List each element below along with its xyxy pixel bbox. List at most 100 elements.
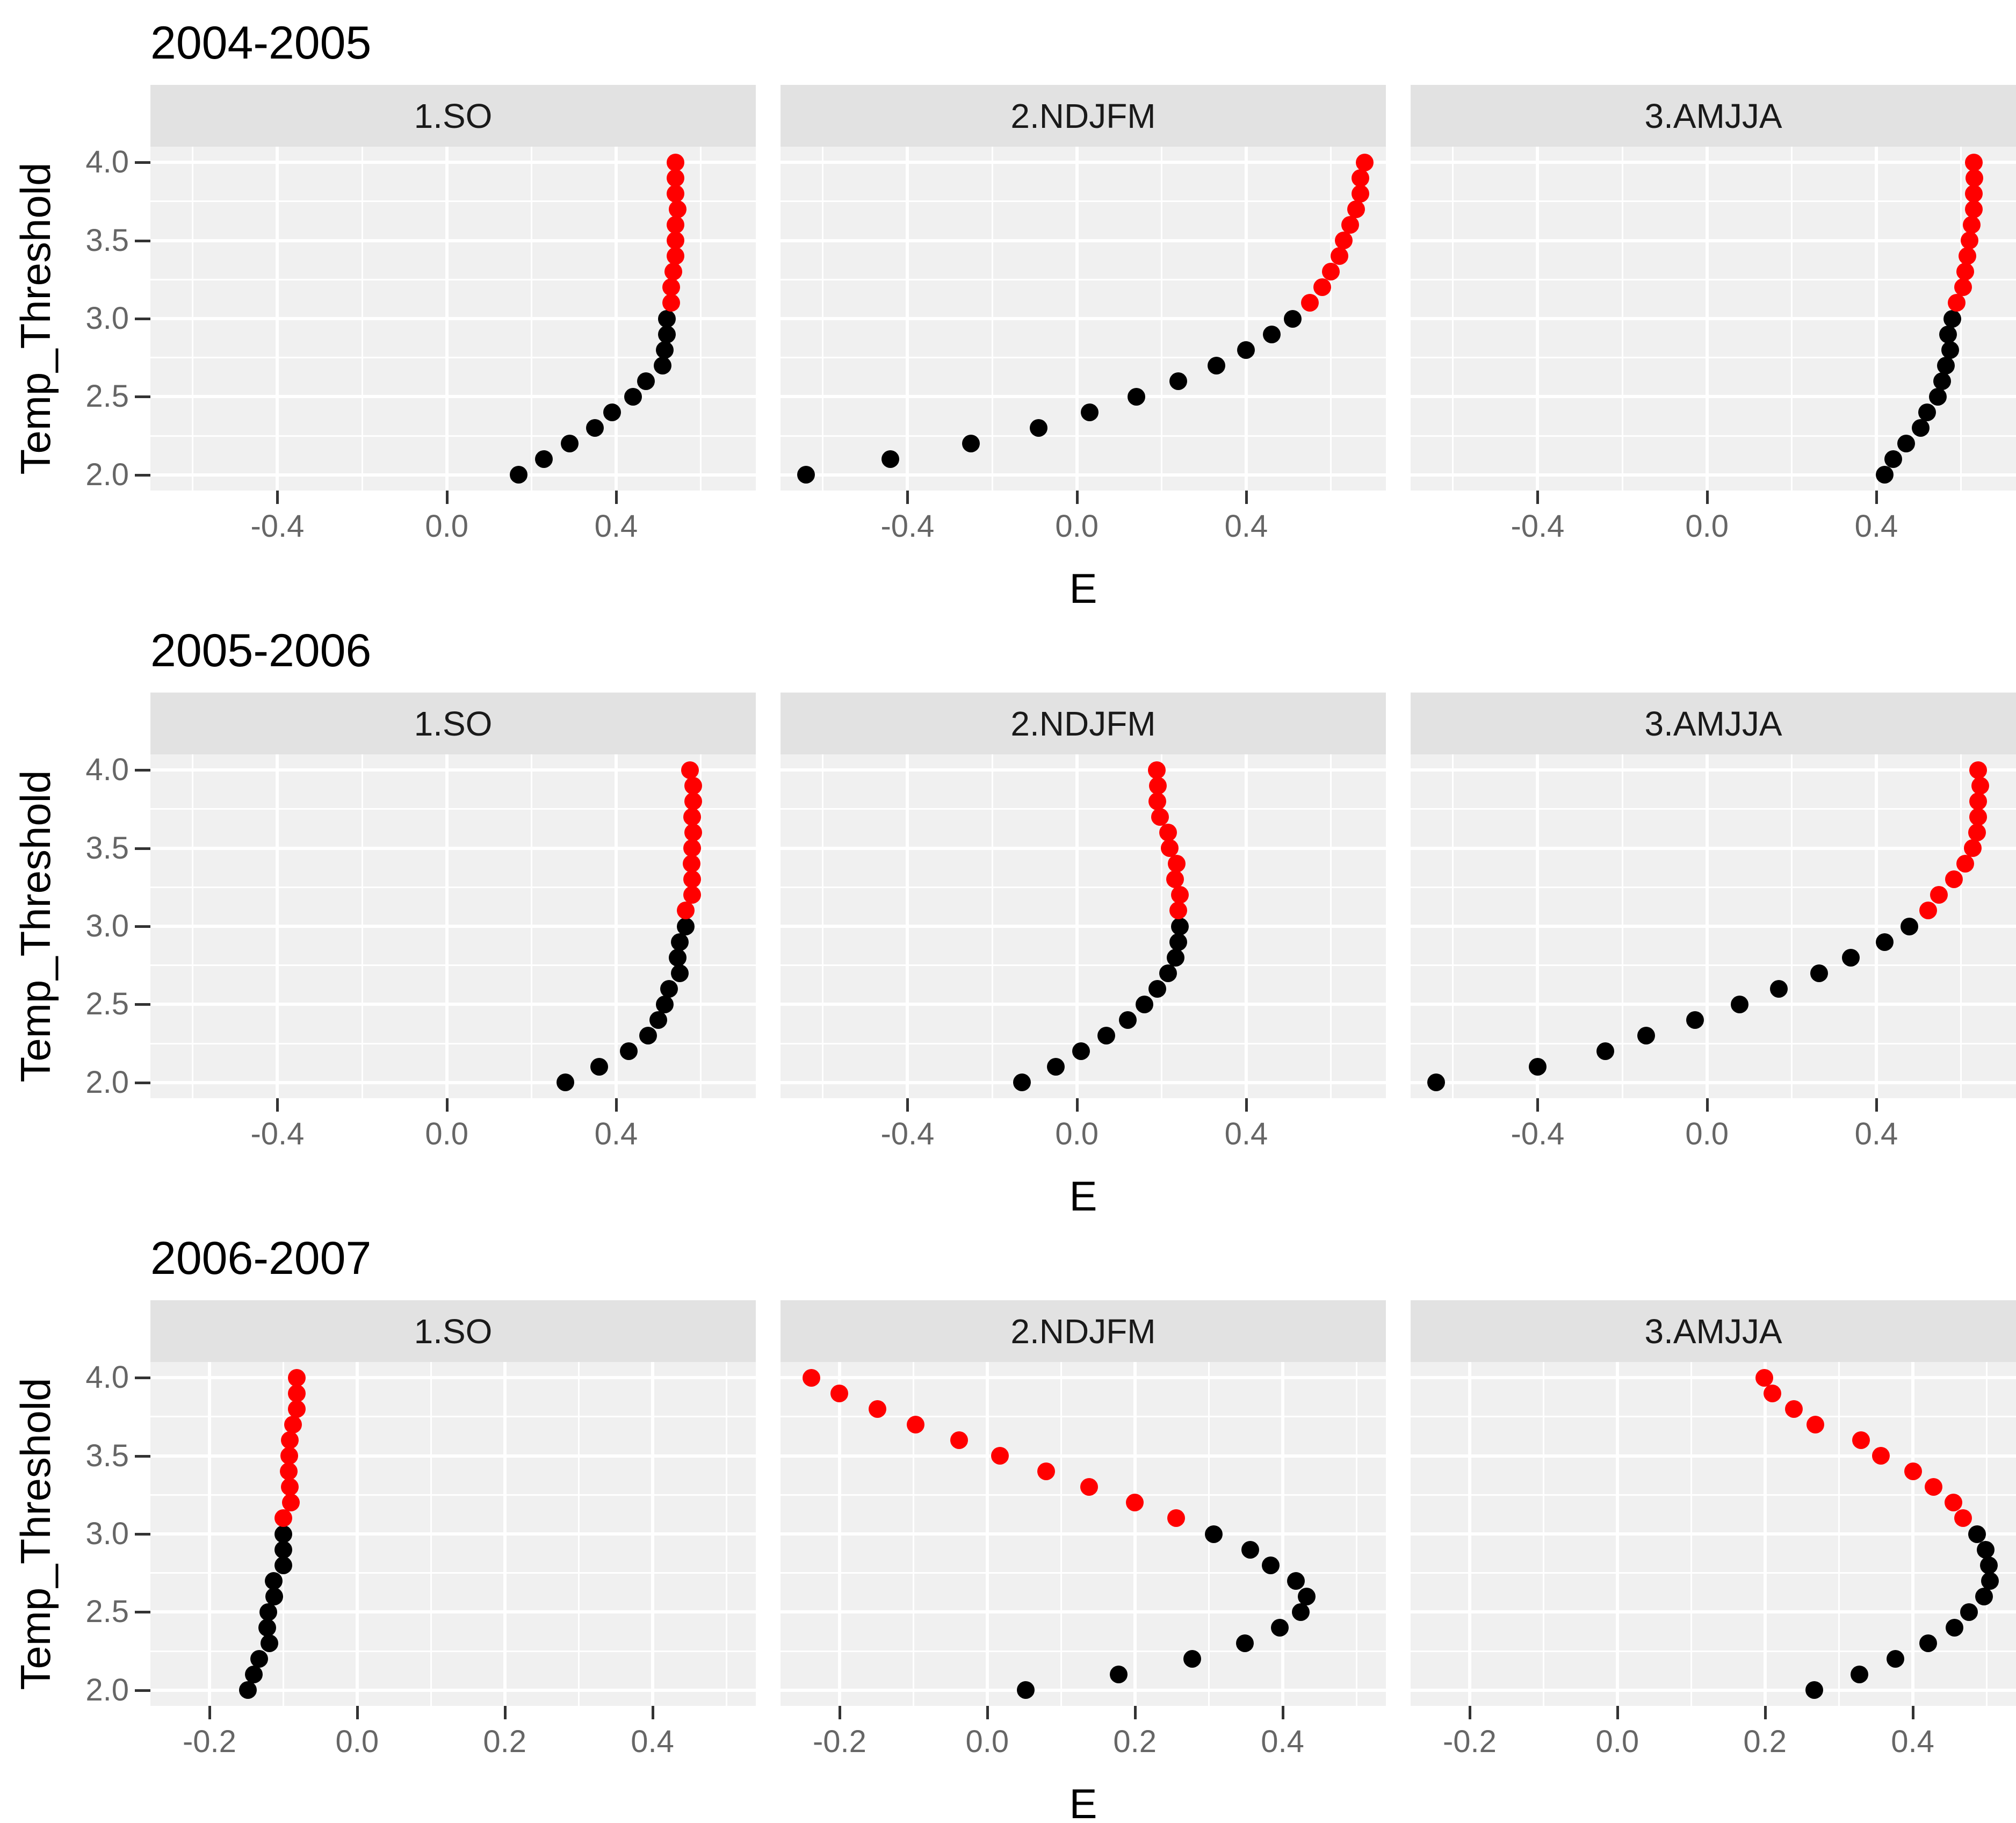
gridline-major-horizontal <box>1411 1454 2016 1458</box>
data-point <box>683 839 702 858</box>
x-tick-mark <box>651 1706 654 1719</box>
data-point <box>1168 855 1186 873</box>
gridline-minor-horizontal <box>1411 1651 2016 1652</box>
data-point <box>1241 1540 1259 1559</box>
data-point <box>535 450 553 469</box>
gridline-major-horizontal <box>150 317 756 320</box>
data-point <box>1170 886 1189 904</box>
x-tick-mark <box>1911 1706 1914 1719</box>
gridline-major-horizontal <box>150 1610 756 1613</box>
data-point <box>1300 294 1319 312</box>
facet-strip: 2.NDJFM <box>781 693 1386 754</box>
gridline-major-horizontal <box>150 768 756 772</box>
data-point <box>1944 1494 1962 1512</box>
x-tick-label: 0.0 <box>1055 1116 1099 1151</box>
gridline-minor-horizontal <box>781 357 1386 358</box>
data-point <box>1784 1400 1803 1418</box>
y-tick-label: 2.5 <box>85 379 129 414</box>
gridline-major-horizontal <box>150 1376 756 1379</box>
data-point <box>1918 403 1936 422</box>
gridline-major-horizontal <box>781 768 1386 772</box>
facet-strip-label: 3.AMJJA <box>1644 1312 1782 1351</box>
gridline-minor-horizontal <box>1411 964 2016 966</box>
x-tick-mark <box>445 1098 449 1112</box>
x-tick-label: 0.0 <box>1685 1116 1729 1151</box>
data-point <box>1810 964 1829 982</box>
data-point <box>1148 979 1166 998</box>
data-point <box>668 200 687 218</box>
x-tick-label: 0.4 <box>1854 509 1898 544</box>
x-tick-mark <box>615 1098 618 1112</box>
data-point <box>1356 153 1374 171</box>
data-point <box>868 1400 886 1418</box>
y-tick-label: 2.0 <box>85 1672 129 1707</box>
y-tick-mark <box>135 1611 150 1614</box>
data-point <box>1964 200 1983 218</box>
y-tick-label: 3.0 <box>85 301 129 336</box>
x-tick-label: 0.0 <box>425 1116 468 1151</box>
gridline-major-horizontal <box>1411 395 2016 398</box>
data-point <box>1763 1384 1781 1402</box>
plot-row: 2005-2006 Temp_Threshold 2.0 2.5 3.0 3.5 4.0 1.… <box>0 608 2016 1219</box>
gridline-minor-horizontal <box>150 1043 756 1044</box>
data-point <box>1981 1572 1999 1590</box>
y-tick-mark <box>135 1454 150 1458</box>
data-point <box>239 1681 257 1699</box>
data-point <box>1072 1042 1090 1061</box>
data-point <box>682 855 700 873</box>
plot-panel <box>1411 1362 2016 1706</box>
y-tick-label: 2.0 <box>85 457 129 492</box>
data-point <box>1637 1027 1656 1045</box>
gridline-minor-horizontal <box>781 1416 1386 1417</box>
gridline-minor-horizontal <box>150 1572 756 1574</box>
data-point <box>662 278 680 297</box>
data-point <box>1958 247 1976 265</box>
data-point <box>1159 964 1177 982</box>
x-tick-mark <box>1536 491 1540 504</box>
data-point <box>1842 948 1860 967</box>
data-point <box>657 325 676 343</box>
plot-panel <box>781 1362 1386 1706</box>
gridline-major-horizontal <box>781 1689 1386 1692</box>
x-tick-mark <box>503 1706 507 1719</box>
y-tick-mark <box>135 769 150 772</box>
data-point <box>1170 917 1189 935</box>
data-point <box>1930 886 1948 904</box>
y-tick-label: 3.5 <box>85 222 129 258</box>
gridline-major-horizontal <box>1411 1376 2016 1379</box>
data-point <box>1208 356 1226 374</box>
data-point <box>250 1650 268 1668</box>
data-point <box>281 1494 300 1512</box>
gridline-minor-horizontal <box>150 1494 756 1496</box>
data-point <box>1262 325 1281 343</box>
data-point <box>1941 341 1960 359</box>
gridline-major-horizontal <box>1411 925 2016 928</box>
x-tick-mark <box>445 491 449 504</box>
facet-strip-label: 3.AMJJA <box>1644 96 1782 135</box>
data-point <box>662 294 680 312</box>
y-tick-mark <box>135 161 150 164</box>
data-point <box>624 387 642 406</box>
x-tick-mark <box>208 1706 211 1719</box>
data-point <box>1912 419 1930 437</box>
row-title: 2005-2006 <box>150 625 372 676</box>
plot-panel <box>1411 147 2016 491</box>
data-point <box>1080 403 1099 422</box>
facet-strip: 3.AMJJA <box>1411 1300 2016 1362</box>
gridline-major-horizontal <box>781 847 1386 850</box>
gridline-major-horizontal <box>150 1532 756 1536</box>
data-point <box>1884 450 1902 469</box>
facet-strip: 2.NDJFM <box>781 1300 1386 1362</box>
data-point <box>668 948 687 967</box>
y-tick-mark <box>135 925 150 928</box>
facet-strip: 3.AMJJA <box>1411 85 2016 147</box>
data-point <box>677 917 695 935</box>
data-point <box>1037 1462 1056 1481</box>
data-point <box>265 1587 284 1605</box>
y-tick-label: 2.0 <box>85 1064 129 1100</box>
x-tick-label: 0.2 <box>1743 1724 1787 1759</box>
gridline-minor-horizontal <box>781 964 1386 966</box>
gridline-major-horizontal <box>150 473 756 477</box>
gridline-major-horizontal <box>781 1003 1386 1006</box>
